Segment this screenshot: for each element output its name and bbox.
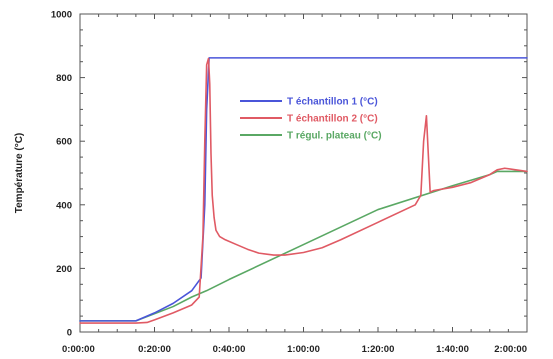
x-tick-label: 2:00:00 xyxy=(494,344,527,355)
legend-label: T échantillon 2 (°C) xyxy=(287,114,378,125)
x-tick-label: 1:20:00 xyxy=(362,344,395,355)
y-tick-label: 200 xyxy=(56,264,72,275)
y-axis-label: Température (°C) xyxy=(14,133,25,214)
legend: T échantillon 1 (°C) T échantillon 2 (°C)… xyxy=(240,97,382,142)
legend-label: T régul. plateau (°C) xyxy=(287,131,382,142)
y-tick-label: 600 xyxy=(56,137,72,148)
x-tick-label: 0:00:00 xyxy=(62,344,95,355)
x-axis: 0:00:00 0:20:00 0:40:00 1:00:00 1:20:00 1:40:… xyxy=(62,14,528,355)
y-tick-label: 400 xyxy=(56,200,72,211)
y-axis: 0 200 400 600 800 1000 xyxy=(51,10,527,339)
series-line-t-echantillon-2-c xyxy=(79,57,528,324)
series-group xyxy=(79,57,528,324)
x-tick-label: 0:20:00 xyxy=(138,344,171,355)
x-tick-label: 1:40:00 xyxy=(436,344,469,355)
series-line-t-echantillon-1-c xyxy=(79,57,528,322)
x-tick-label: 1:00:00 xyxy=(287,344,320,355)
legend-label: T échantillon 1 (°C) xyxy=(287,97,378,108)
y-tick-label: 1000 xyxy=(51,10,72,21)
x-tick-label: 0:40:00 xyxy=(213,344,246,355)
y-tick-label: 800 xyxy=(56,73,72,84)
y-tick-label: 0 xyxy=(67,328,72,339)
